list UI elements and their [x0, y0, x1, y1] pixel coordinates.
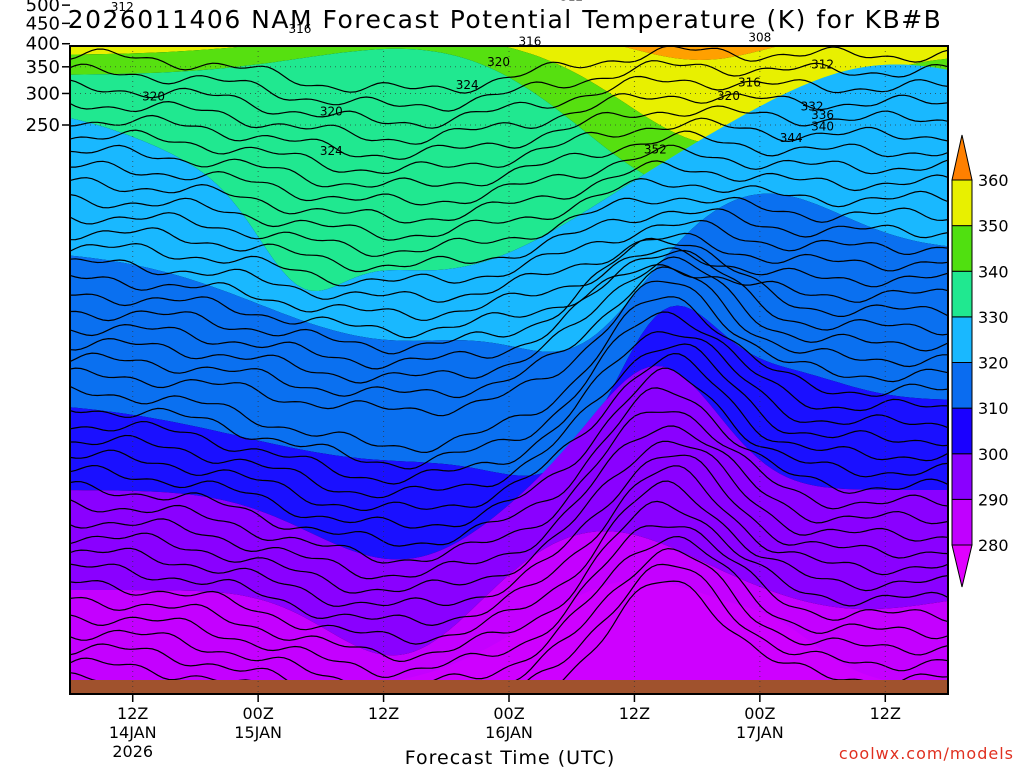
colorbar-top-arrow	[951, 134, 973, 181]
y-tick-label: 250	[26, 115, 60, 136]
contour-line	[70, 331, 948, 485]
colorbar-segment	[951, 407, 973, 455]
contour-label: 320	[142, 89, 165, 103]
contour-label: 324	[320, 144, 343, 158]
chart-title: 2026011406 NAM Forecast Potential Temper…	[68, 5, 943, 34]
contour-line	[70, 266, 948, 399]
contour-line	[70, 144, 948, 206]
contour-label: 312	[811, 57, 834, 71]
colorbar-label: 280	[978, 536, 1009, 555]
contour-line	[70, 480, 948, 645]
x-axis-label: Forecast Time (UTC)	[405, 747, 615, 768]
colorbar-bottom-arrow	[951, 544, 973, 588]
theta-band	[70, 48, 948, 291]
contour-line	[70, 247, 948, 321]
contour-label: 312	[560, 0, 583, 4]
theta-band	[621, 46, 779, 60]
x-tick-label: 00Z	[493, 704, 524, 723]
x-tick-label: 15JAN	[234, 723, 282, 742]
x-tick-label: 17JAN	[736, 723, 784, 742]
theta-band	[70, 46, 948, 145]
colorbar-label: 310	[978, 399, 1009, 418]
contour-line	[70, 440, 948, 594]
colorbar-segment	[951, 316, 973, 363]
colorbar-segment	[951, 362, 973, 409]
colorbar-segment	[951, 179, 973, 227]
x-tick-label: 12Z	[368, 704, 399, 723]
theta-band	[70, 305, 948, 560]
colorbar-label: 330	[978, 308, 1009, 327]
contour-label: 336	[811, 108, 834, 122]
theta-band	[70, 64, 948, 352]
contour-label: 320	[487, 55, 510, 69]
colorbar-segment	[951, 270, 973, 318]
contour-line	[70, 130, 948, 188]
contour-label: 344	[780, 131, 803, 145]
contour-label: 352	[644, 142, 667, 156]
y-tick-label: 450	[26, 13, 60, 34]
colorbar-label: 290	[978, 490, 1009, 509]
x-tick-label: 12Z	[619, 704, 650, 723]
contour-line	[70, 500, 948, 663]
contour-line	[70, 160, 948, 224]
colorbar-label: 300	[978, 445, 1009, 464]
contour-line	[70, 46, 948, 94]
colorbar: 280 290 300 310 320 330 340 350 360	[951, 134, 1009, 588]
contour-label: 320	[717, 89, 740, 103]
contour-line	[70, 367, 948, 529]
x-tick-label: 00Z	[242, 704, 273, 723]
colorbar-label: 350	[978, 217, 1009, 236]
contour-line	[70, 411, 948, 564]
contour-label: 312	[111, 0, 134, 14]
contour-line	[70, 93, 948, 145]
contour-line	[70, 232, 948, 303]
contour-line	[70, 249, 948, 370]
contour-label: 316	[288, 22, 311, 36]
x-tick-label: 12Z	[870, 704, 901, 723]
colorbar-label: 340	[978, 262, 1009, 281]
x-tick-label: 2026	[112, 742, 153, 761]
x-tick-label: 00Z	[744, 704, 775, 723]
contour-line	[70, 219, 948, 287]
contour-line	[70, 263, 948, 339]
y-tick-label: 500	[26, 0, 60, 16]
contour-label: 340	[811, 119, 834, 133]
y-tick-label: 300	[26, 83, 60, 104]
contour-label: 320	[320, 105, 343, 119]
colorbar-segment	[951, 498, 973, 546]
colorbar-label: 320	[978, 354, 1009, 373]
x-tick-label: 16JAN	[485, 723, 533, 742]
contour-label: 324	[456, 78, 479, 92]
contour-line	[70, 105, 948, 160]
contour-line	[70, 60, 948, 112]
contour-line	[70, 311, 948, 470]
y-tick-label: 350	[26, 57, 60, 78]
contour-line	[70, 454, 948, 607]
contour-line	[70, 465, 948, 627]
colorbar-segment	[951, 225, 973, 272]
colorbar-segment	[951, 453, 973, 500]
theta-band	[70, 193, 948, 476]
contour-line	[70, 387, 948, 547]
contour-line	[70, 75, 948, 129]
contour-line	[70, 208, 948, 273]
contour-label: 316	[738, 75, 761, 89]
contour-line	[70, 425, 948, 580]
contour-line	[70, 117, 948, 175]
plot-area: 3243203203243203163163123123123083083043…	[69, 0, 949, 695]
contour-line	[70, 352, 948, 512]
y-axis: 2503003504004505005506006507007508008509…	[26, 0, 70, 136]
x-tick-label: 12Z	[117, 704, 148, 723]
credit-link[interactable]: coolwx.com/models	[839, 744, 1014, 763]
x-tick-label: 14JAN	[109, 723, 157, 742]
contour-line	[70, 256, 948, 384]
contour-label: 308	[748, 30, 771, 44]
contour-line	[70, 296, 948, 454]
y-tick-label: 400	[26, 34, 60, 55]
contour-label: 332	[801, 100, 824, 114]
colorbar-label: 360	[978, 171, 1009, 190]
contour-line	[70, 196, 948, 257]
